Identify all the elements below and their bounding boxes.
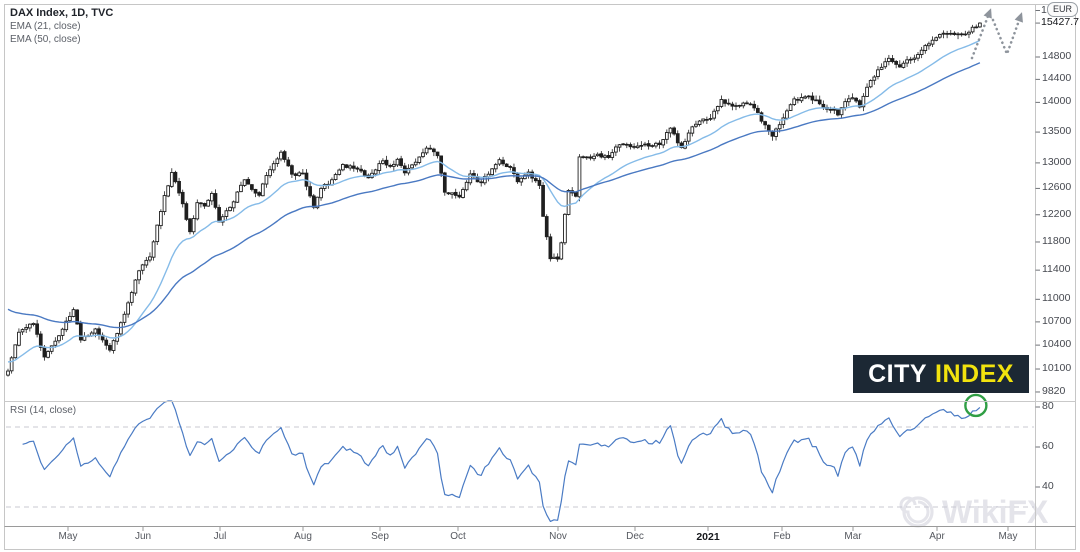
ema50-line: [7, 62, 981, 329]
rsi-tick-label: 60: [1042, 440, 1054, 452]
time-axis-label-mar: Mar: [844, 531, 862, 542]
price-axis[interactable]: 1 EUR 15427.7 14800 14400 14000 13500 13000 1…: [1035, 0, 1080, 552]
time-axis-label-may: May: [58, 531, 78, 542]
time-axis-label-sep: Sep: [371, 531, 389, 542]
price-tick-label: 11800: [1042, 234, 1071, 247]
currency-badge[interactable]: EUR: [1047, 2, 1079, 17]
rsi-highlight-circle: [964, 393, 988, 418]
rsi-tick-label: 40: [1042, 480, 1054, 492]
projection-arrow-annotation: [970, 8, 1023, 60]
time-axis-label-apr: Apr: [929, 531, 945, 542]
ema21-line: [7, 39, 981, 363]
candlestick-series[interactable]: [6, 22, 982, 377]
price-tick-label: 13500: [1042, 125, 1072, 138]
ema21-legend[interactable]: EMA (21, close): [10, 21, 81, 32]
price-tick-label: 10100: [1042, 362, 1072, 375]
price-tick-label: 12600: [1042, 181, 1072, 194]
time-axis-label-jul: Jul: [213, 531, 227, 542]
time-axis-label-jun: Jun: [134, 531, 152, 542]
main-pane-legend: DAX Index, 1D, TVC EMA (21, close) EMA (…: [10, 7, 113, 46]
time-axis-label-oct: Oct: [450, 531, 466, 542]
time-axis-label-feb: Feb: [773, 531, 791, 542]
price-tick-label: 13000: [1042, 155, 1072, 168]
price-tick-label: 9820: [1042, 384, 1066, 397]
price-tick-label: 14800: [1042, 50, 1072, 62]
wikifx-watermark-text: WikiFX: [942, 493, 1049, 530]
clipped-axis-label: 1: [1041, 4, 1047, 16]
city-index-logo-index: INDEX: [935, 359, 1014, 388]
price-tick-label: 11000: [1042, 292, 1071, 305]
wikifx-watermark: WikiFX: [899, 493, 1048, 531]
price-tick-label: 14400: [1042, 72, 1072, 85]
city-index-logo: CITY INDEX: [853, 355, 1029, 393]
chart-frame: [4, 4, 1076, 550]
last-price-label: 15427.7: [1041, 16, 1079, 29]
time-axis[interactable]: May Jun Jul Aug Sep Oct Nov Dec 2021 Feb Mar Apr May: [0, 526, 1035, 552]
price-tick-label: 11400: [1042, 263, 1071, 276]
rsi-line[interactable]: [22, 400, 981, 522]
rsi-tick-label: 80: [1042, 400, 1054, 412]
time-axis-label-2021: 2021: [696, 531, 720, 543]
symbol-title[interactable]: DAX Index, 1D, TVC: [10, 7, 114, 19]
rsi-legend[interactable]: RSI (14, close): [10, 405, 77, 416]
axis-tick-marks: [67, 10, 1040, 531]
city-index-logo-city: CITY: [868, 359, 928, 388]
price-tick-label: 14000: [1042, 95, 1072, 108]
price-tick-label: 12200: [1042, 207, 1072, 220]
ema50-legend[interactable]: EMA (50, close): [10, 34, 81, 45]
time-axis-label-dec: Dec: [626, 531, 644, 542]
price-tick-label: 10700: [1042, 314, 1072, 327]
rsi-band-lines: [6, 426, 1034, 508]
time-axis-label-may: May: [998, 531, 1018, 542]
time-axis-label-nov: Nov: [549, 531, 567, 542]
time-axis-label-aug: Aug: [294, 531, 312, 542]
price-tick-label: 10400: [1042, 338, 1072, 351]
